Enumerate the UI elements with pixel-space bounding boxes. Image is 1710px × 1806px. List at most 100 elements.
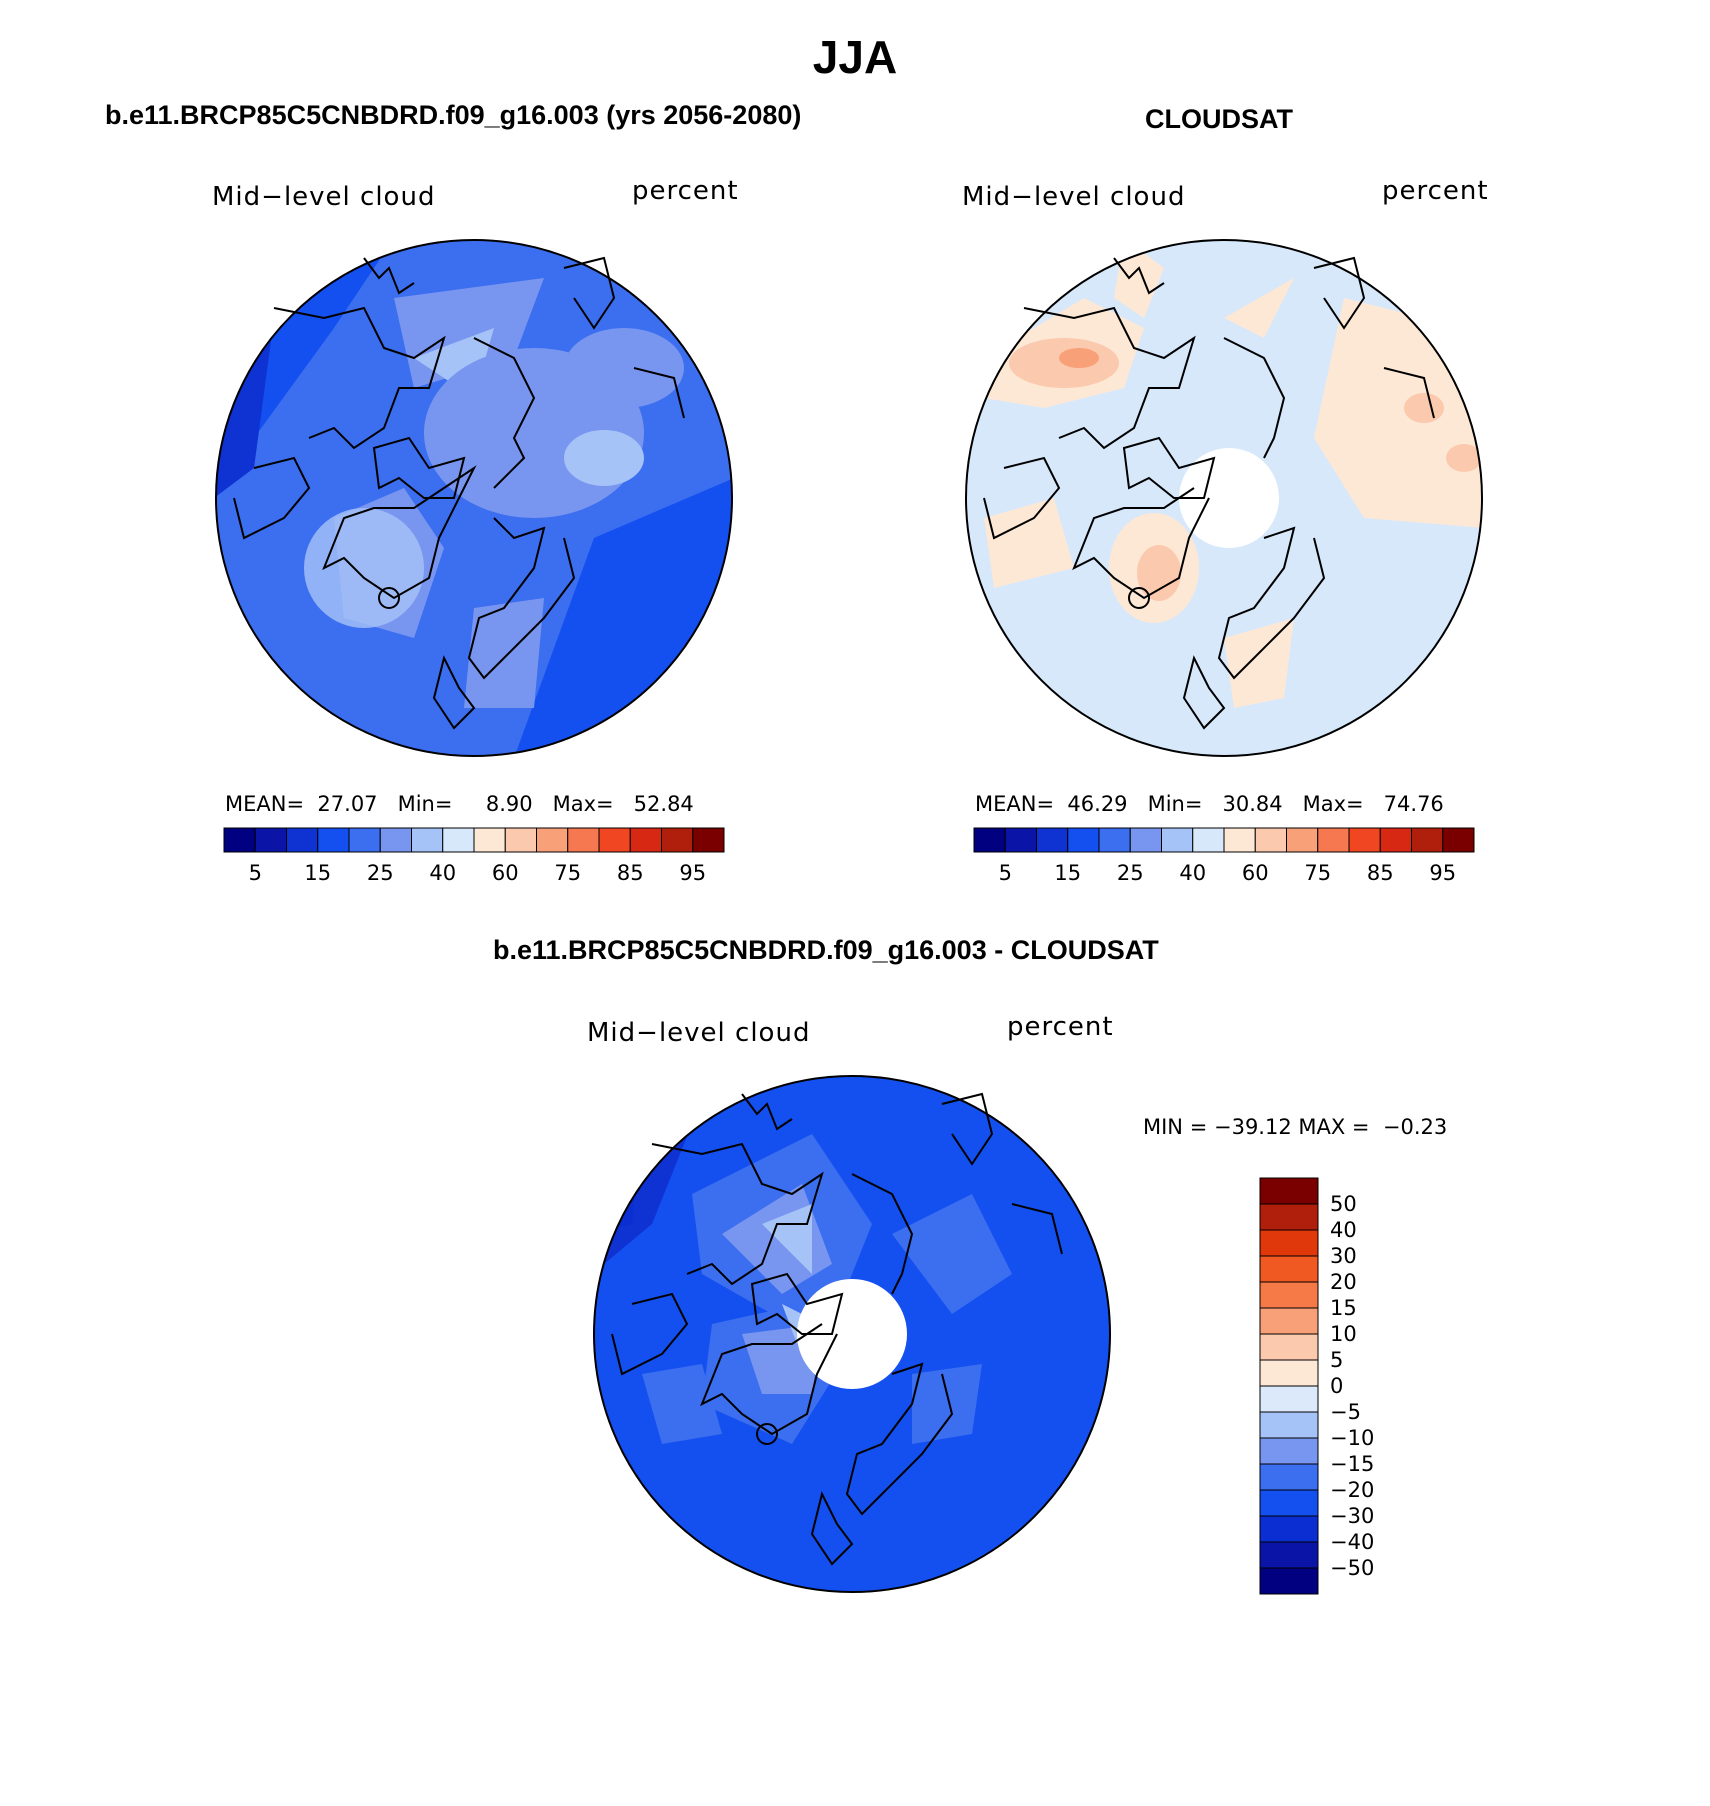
colorbar-box	[1259, 1541, 1319, 1569]
obs-mean-label: MEAN=	[975, 792, 1055, 816]
colorbar-tick-label: 10	[1330, 1322, 1357, 1346]
model-stats: MEAN= 27.07 Min= 8.90 Max= 52.84	[225, 792, 694, 816]
colorbar-tick-label: −30	[1330, 1504, 1374, 1528]
model-colorbar: 5 15 25 40 60 75 85 95	[223, 827, 725, 885]
obs-mean-value: 46.29	[1067, 792, 1128, 816]
colorbar-box	[1067, 827, 1100, 853]
model-polar-map	[215, 239, 733, 757]
colorbar-tick-label: −15	[1330, 1452, 1374, 1476]
obs-case-title: CLOUDSAT	[1145, 104, 1293, 134]
colorbar-tick-label: 85	[1367, 861, 1394, 885]
diff-min-value: −39.12	[1213, 1115, 1292, 1139]
colorbar-box	[223, 827, 256, 853]
colorbar-tick-label: 40	[1330, 1218, 1357, 1242]
colorbar-box	[1259, 1177, 1319, 1205]
colorbar-box	[1259, 1359, 1319, 1387]
colorbar-tick-label: 40	[429, 861, 456, 885]
model-mean-value: 27.07	[317, 792, 378, 816]
colorbar-tick-label: 60	[492, 861, 519, 885]
colorbar-box	[1442, 827, 1475, 853]
colorbar-tick-label: −5	[1330, 1400, 1361, 1424]
colorbar-box	[442, 827, 475, 853]
colorbar-box	[1259, 1515, 1319, 1543]
colorbar-box	[1036, 827, 1069, 853]
obs-units-label: percent	[1382, 176, 1489, 206]
colorbar-box	[1259, 1281, 1319, 1309]
colorbar-box	[504, 827, 537, 853]
colorbar-tick-label: 5	[249, 861, 262, 885]
colorbar-box	[1192, 827, 1225, 853]
colorbar-tick-label: 15	[1054, 861, 1081, 885]
diff-units-label: percent	[1007, 1012, 1114, 1042]
diff-variable-label: Mid−level cloud	[587, 1018, 811, 1048]
colorbar-box	[1223, 827, 1256, 853]
figure-title: JJA	[812, 31, 898, 83]
obs-min-value: 30.84	[1222, 792, 1283, 816]
colorbar-tick-label: 5	[999, 861, 1012, 885]
colorbar-box	[1004, 827, 1037, 853]
colorbar-box	[286, 827, 319, 853]
colorbar-box	[1259, 1307, 1319, 1335]
diff-min-label: MIN =	[1143, 1115, 1208, 1139]
colorbar-box	[1254, 827, 1287, 853]
model-case-title: b.e11.BRCP85C5CNBDRD.f09_g16.003 (yrs 20…	[105, 100, 802, 130]
colorbar-box	[1161, 827, 1194, 853]
colorbar-tick-label: −20	[1330, 1478, 1374, 1502]
colorbar-box	[379, 827, 412, 853]
colorbar-tick-label: 25	[1117, 861, 1144, 885]
diff-case-title: b.e11.BRCP85C5CNBDRD.f09_g16.003 - CLOUD…	[493, 935, 1159, 965]
colorbar-box	[1379, 827, 1412, 853]
model-variable-label: Mid−level cloud	[212, 182, 436, 212]
obs-max-value: 74.76	[1383, 792, 1444, 816]
diff-polar-map	[593, 1075, 1111, 1593]
colorbar-box	[661, 827, 694, 853]
colorbar-box	[1259, 1489, 1319, 1517]
colorbar-box	[254, 827, 287, 853]
colorbar-tick-label: 95	[1429, 861, 1456, 885]
model-min-value: 8.90	[485, 792, 533, 816]
colorbar-box	[1129, 827, 1162, 853]
diff-max-value: −0.23	[1382, 1115, 1448, 1139]
obs-max-label: Max=	[1302, 792, 1364, 816]
diff-stats: MIN = −39.12 MAX = −0.23	[1143, 1115, 1447, 1139]
colorbar-box	[973, 827, 1006, 853]
diff-max-label: MAX =	[1298, 1115, 1370, 1139]
colorbar-tick-label: 0	[1330, 1374, 1343, 1398]
colorbar-box	[317, 827, 350, 853]
colorbar-tick-label: 5	[1330, 1348, 1343, 1372]
colorbar-box	[473, 827, 506, 853]
obs-polar-map	[965, 239, 1483, 757]
obs-colorbar: 5 15 25 40 60 75 85 95	[973, 827, 1475, 885]
colorbar-tick-label: 85	[617, 861, 644, 885]
colorbar-tick-label: 25	[367, 861, 394, 885]
colorbar-tick-label: 40	[1179, 861, 1206, 885]
obs-variable-label: Mid−level cloud	[962, 182, 1186, 212]
model-max-label: Max=	[552, 792, 614, 816]
colorbar-box	[1259, 1385, 1319, 1413]
colorbar-tick-label: 15	[304, 861, 331, 885]
colorbar-box	[1098, 827, 1131, 853]
colorbar-tick-label: 15	[1330, 1296, 1357, 1320]
model-mean-label: MEAN=	[225, 792, 305, 816]
colorbar-tick-label: 75	[554, 861, 581, 885]
colorbar-box	[1286, 827, 1319, 853]
colorbar-tick-label: −40	[1330, 1530, 1374, 1554]
colorbar-tick-label: 20	[1330, 1270, 1357, 1294]
colorbar-box	[536, 827, 569, 853]
colorbar-tick-label: 95	[679, 861, 706, 885]
colorbar-box	[1259, 1463, 1319, 1491]
colorbar-tick-label: 75	[1304, 861, 1331, 885]
colorbar-box	[1259, 1567, 1319, 1595]
colorbar-tick-label: −50	[1330, 1556, 1374, 1580]
colorbar-box	[1411, 827, 1444, 853]
colorbar-tick-label: −10	[1330, 1426, 1374, 1450]
model-max-value: 52.84	[633, 792, 694, 816]
colorbar-tick-label: 30	[1330, 1244, 1357, 1268]
colorbar-box	[692, 827, 725, 853]
model-min-label: Min=	[397, 792, 453, 816]
colorbar-box	[1259, 1229, 1319, 1257]
colorbar-box	[348, 827, 381, 853]
model-units-label: percent	[632, 176, 739, 206]
colorbar-box	[411, 827, 444, 853]
